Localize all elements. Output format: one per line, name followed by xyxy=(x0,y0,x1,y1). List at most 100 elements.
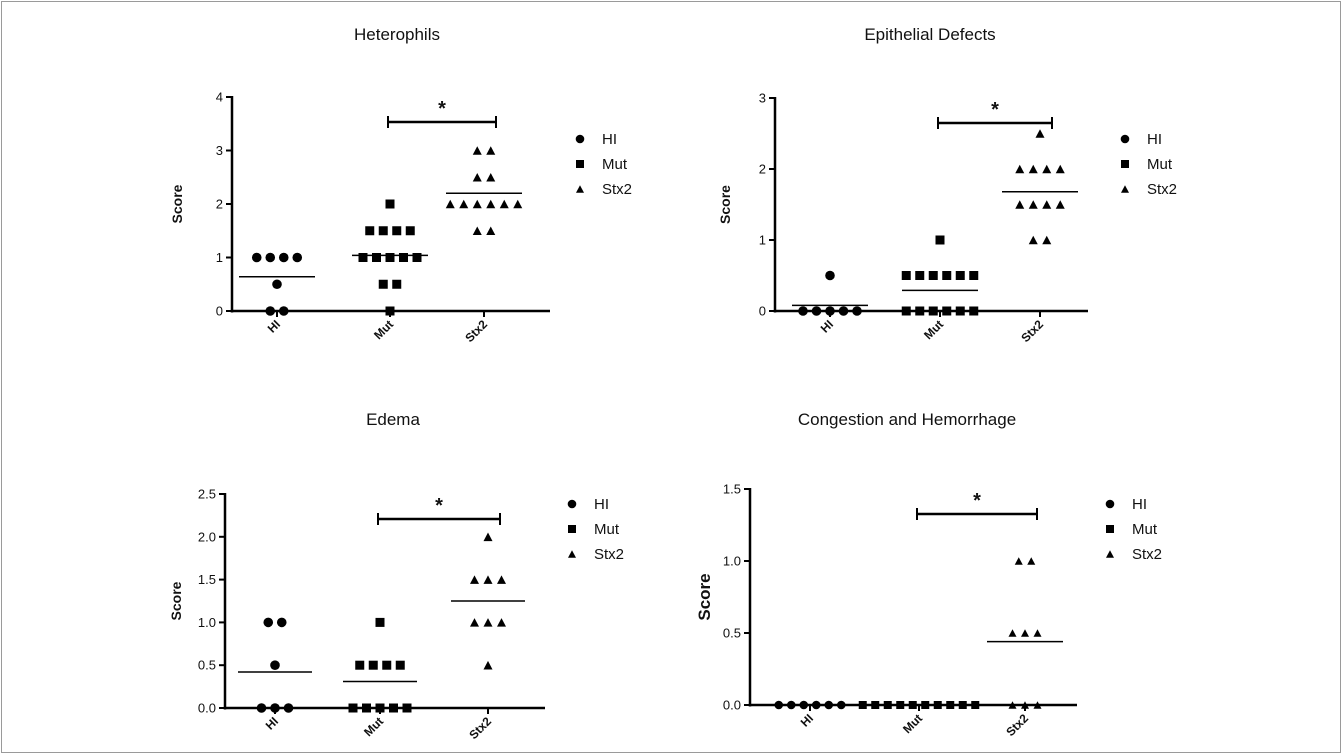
data-point-mut xyxy=(942,271,952,280)
data-point-mut xyxy=(375,703,385,713)
data-point-stx2 xyxy=(499,199,509,209)
data-point-mut xyxy=(392,279,402,289)
legend-label: Stx2 xyxy=(1132,546,1162,563)
data-point-mut xyxy=(348,703,358,713)
data-point-mut xyxy=(385,199,395,209)
y-tick-label: 1.0 xyxy=(198,615,216,630)
data-point-stx2 xyxy=(1028,200,1038,209)
data-point-mut xyxy=(935,235,945,245)
data-point-stx2 xyxy=(1042,200,1052,209)
data-point-stx2 xyxy=(1033,701,1042,709)
legend-square-icon xyxy=(568,525,576,533)
data-point-stx2 xyxy=(1014,557,1023,565)
data-point-stx2 xyxy=(1028,235,1038,245)
y-tick-label: 4 xyxy=(216,90,223,105)
y-tick-label: 0 xyxy=(216,304,223,319)
x-tick-label: Stx2 xyxy=(1003,711,1031,739)
data-point-mut xyxy=(362,703,371,713)
data-point-stx2 xyxy=(1055,164,1065,174)
legend-triangle-icon xyxy=(576,185,584,193)
data-point-mut xyxy=(385,306,395,316)
data-point-mut xyxy=(365,226,375,236)
y-tick-label: 0.5 xyxy=(198,658,216,673)
data-point-stx2 xyxy=(1021,629,1029,637)
data-point-hi xyxy=(263,617,274,628)
data-point-hi xyxy=(838,306,849,316)
y-tick-label: 1 xyxy=(216,250,223,265)
x-tick-label: Stx2 xyxy=(1018,317,1046,345)
significance-star: * xyxy=(438,98,446,120)
data-point-stx2 xyxy=(483,660,493,670)
significance-star: * xyxy=(991,99,999,121)
data-point-mut xyxy=(395,660,405,670)
y-axis-label: Score xyxy=(695,573,714,620)
data-point-stx2 xyxy=(470,618,479,627)
data-point-stx2 xyxy=(497,575,506,584)
data-point-mut xyxy=(955,306,965,316)
data-point-stx2 xyxy=(1033,629,1042,637)
data-point-hi xyxy=(270,703,280,713)
legend-label: Mut xyxy=(602,156,628,173)
data-point-mut xyxy=(358,253,368,262)
data-point-mut xyxy=(942,306,952,316)
y-axis-label: Score xyxy=(717,185,733,224)
legend-label: Stx2 xyxy=(594,546,624,563)
data-point-stx2 xyxy=(470,575,479,584)
data-point-stx2 xyxy=(483,575,493,584)
x-tick-label: Mut xyxy=(371,317,396,342)
data-point-stx2 xyxy=(1028,164,1038,174)
chart-title: Epithelial Defects xyxy=(864,25,995,44)
chart-title: Edema xyxy=(366,410,420,429)
data-point-stx2 xyxy=(486,226,496,236)
data-point-stx2 xyxy=(1042,164,1052,174)
data-point-mut xyxy=(412,253,422,262)
legend-circle-icon xyxy=(567,499,577,509)
y-tick-label: 2.0 xyxy=(198,529,216,544)
x-tick-label: HI xyxy=(798,711,816,729)
data-point-hi xyxy=(265,252,276,263)
data-point-stx2 xyxy=(459,199,469,209)
y-tick-label: 2 xyxy=(759,162,766,177)
data-point-mut xyxy=(399,253,408,262)
x-tick-label: Mut xyxy=(900,711,925,736)
data-point-mut xyxy=(355,660,365,670)
data-point-stx2 xyxy=(483,618,493,627)
legend-label: HI xyxy=(602,131,617,148)
x-tick-label: HI xyxy=(818,317,836,335)
data-point-mut xyxy=(958,701,967,709)
data-point-hi xyxy=(278,306,289,316)
legend-circle-icon xyxy=(575,134,585,144)
legend-square-icon xyxy=(576,160,584,168)
legend-label: Mut xyxy=(594,521,620,538)
x-tick-label: Stx2 xyxy=(462,317,490,345)
chart-title: Congestion and Hemorrhage xyxy=(798,410,1016,429)
data-point-stx2 xyxy=(1042,235,1052,245)
y-tick-label: 1.0 xyxy=(723,554,741,569)
x-tick-label: Stx2 xyxy=(466,714,494,742)
x-tick-label: Mut xyxy=(361,714,386,739)
y-tick-label: 1.5 xyxy=(723,482,741,497)
data-point-mut xyxy=(969,306,979,316)
data-point-mut xyxy=(928,271,938,280)
data-point-stx2 xyxy=(1008,701,1017,709)
data-point-hi xyxy=(852,306,862,316)
data-point-stx2 xyxy=(486,146,496,155)
data-point-mut xyxy=(378,226,388,236)
data-point-mut xyxy=(375,617,385,627)
data-point-hi xyxy=(251,252,262,263)
y-tick-label: 3 xyxy=(759,91,766,106)
data-point-stx2 xyxy=(486,172,496,182)
data-point-mut xyxy=(969,271,979,280)
data-point-hi xyxy=(272,279,282,290)
y-tick-label: 0 xyxy=(759,304,766,319)
y-axis-label: Score xyxy=(169,184,185,223)
data-point-stx2 xyxy=(1027,557,1036,565)
data-point-hi xyxy=(283,703,294,713)
x-tick-label: HI xyxy=(263,714,281,732)
y-tick-label: 2.5 xyxy=(198,487,216,502)
data-point-mut xyxy=(389,703,398,713)
data-point-hi xyxy=(825,306,835,316)
legend-label: HI xyxy=(1132,496,1147,513)
data-point-mut xyxy=(971,701,980,709)
